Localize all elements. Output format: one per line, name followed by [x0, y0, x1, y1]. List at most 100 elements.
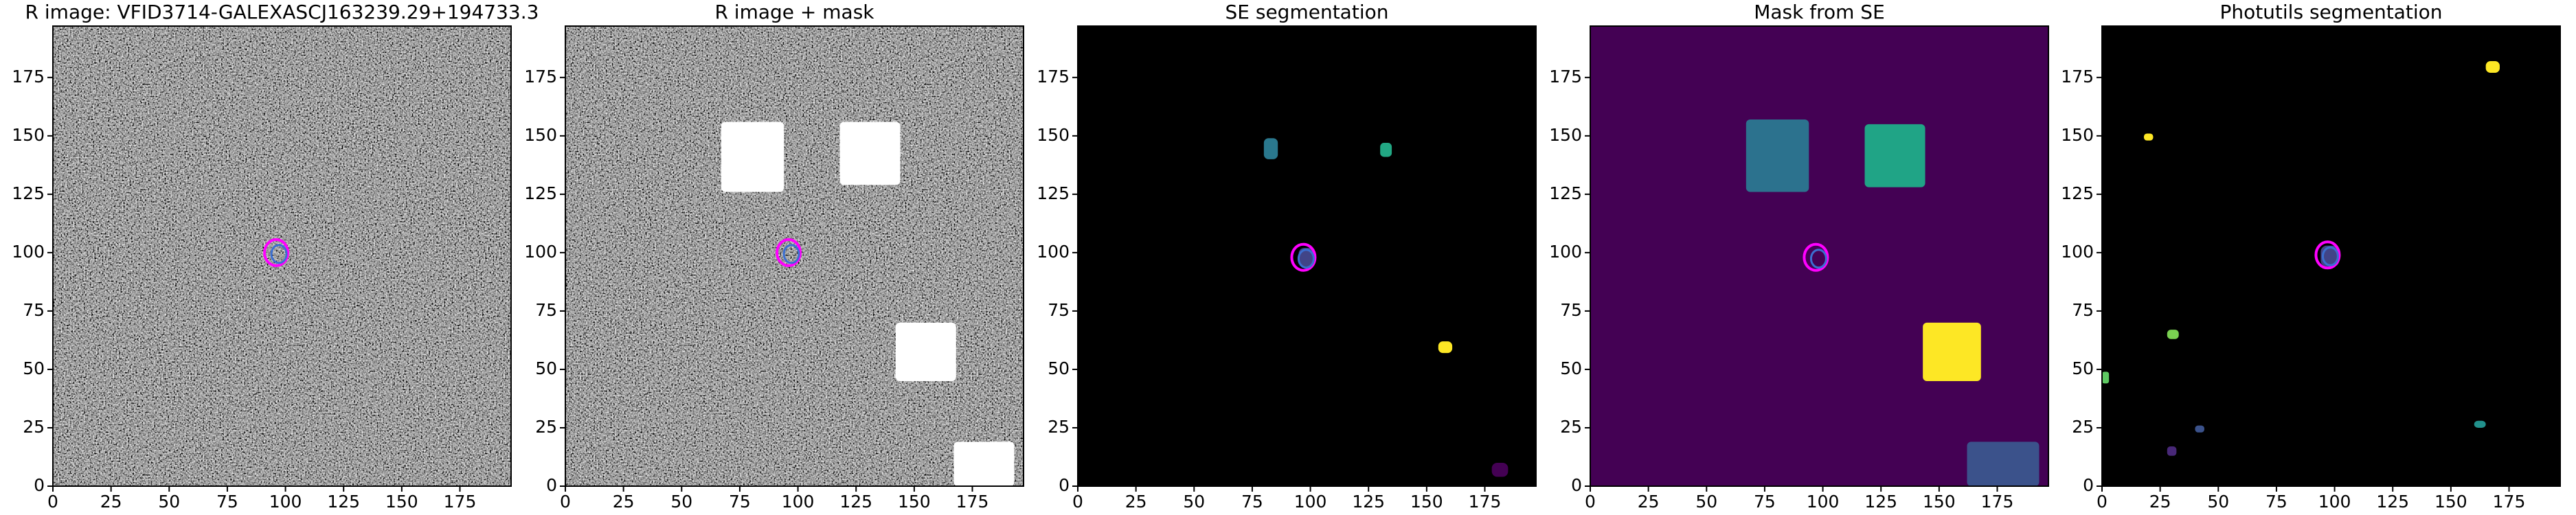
y-tick-label: 0 [34, 475, 45, 495]
region [2167, 330, 2179, 339]
y-tick-label: 25 [2072, 417, 2094, 437]
x-tick-label: 75 [1754, 492, 1776, 512]
marker-outer [1290, 242, 1317, 272]
x-tick-label: 150 [898, 492, 931, 512]
y-tick-label: 50 [2072, 358, 2094, 378]
marker-inner [2321, 246, 2339, 266]
y-tick-label: 125 [2061, 183, 2094, 203]
panel: 0 25 50 75 100 125 150 175 0 25 50 75 100 125 150 175 Ma… [1549, 1, 2049, 512]
axes-frame [2101, 25, 2561, 487]
y-tick-label: 25 [23, 417, 45, 437]
x-tick-label: 150 [2434, 492, 2467, 512]
x-tick-label: 100 [269, 492, 302, 512]
y-tick-label: 150 [1037, 125, 1070, 145]
x-tick-label: 175 [2493, 492, 2526, 512]
image-background [1590, 26, 2048, 486]
y-tick-label: 150 [1549, 125, 1582, 145]
region [1864, 124, 1925, 187]
y-tick-label: 75 [2072, 300, 2094, 320]
x-tick-label: 125 [327, 492, 360, 512]
region [1263, 138, 1278, 159]
y-tick-label: 0 [1059, 475, 1070, 495]
x-tick-label: 50 [1183, 492, 1205, 512]
image-area [1590, 26, 2048, 486]
panel-title: Mask from SE [1754, 1, 1885, 23]
image-area [565, 26, 1024, 486]
y-tick-label: 25 [1560, 417, 1582, 437]
x-tick-label: 0 [47, 492, 58, 512]
region [1923, 322, 1981, 381]
x-tick-label: 125 [839, 492, 872, 512]
x-tick-label: 50 [158, 492, 180, 512]
marker-inner [1809, 249, 1827, 269]
x-tick-label: 125 [2376, 492, 2409, 512]
x-tick-label: 0 [2097, 492, 2108, 512]
marker-inner [270, 244, 288, 264]
region [1491, 462, 1509, 477]
y-tick-label: 125 [12, 183, 45, 203]
marker-inner [1297, 249, 1315, 269]
region [2102, 371, 2110, 384]
panel: 0 25 50 75 100 125 150 175 0 25 50 75 100 125 150 175 R … [12, 1, 539, 512]
x-tick-label: 0 [560, 492, 571, 512]
x-tick-label: 100 [2318, 492, 2351, 512]
y-tick-label: 25 [1048, 417, 1070, 437]
region [839, 122, 901, 185]
x-tick-label: 75 [1241, 492, 1263, 512]
x-tick-label: 150 [385, 492, 418, 512]
x-tick-label: 25 [2149, 492, 2171, 512]
x-tick-label: 150 [1923, 492, 1956, 512]
x-tick-label: 150 [1410, 492, 1443, 512]
x-tick-label: 100 [1807, 492, 1840, 512]
marker-outer [263, 238, 290, 267]
y-tick-label: 175 [12, 67, 45, 87]
panel-title: R image: VFID3714-GALEXASCJ163239.29+194… [25, 1, 539, 23]
panel-title: R image + mask [714, 1, 874, 23]
x-tick-label: 175 [1469, 492, 1502, 512]
y-tick-label: 100 [2061, 242, 2094, 262]
x-tick-label: 125 [1352, 492, 1385, 512]
y-tick-label: 75 [535, 300, 557, 320]
x-tick-label: 50 [670, 492, 692, 512]
y-tick-label: 50 [1560, 358, 1582, 378]
y-tick-label: 125 [1037, 183, 1070, 203]
marker-inner [782, 244, 800, 264]
panel: 0 25 50 75 100 125 150 175 0 25 50 75 100 125 150 175 R … [524, 1, 1024, 512]
region [2143, 133, 2154, 141]
y-tick-label: 125 [524, 183, 557, 203]
y-tick-label: 150 [524, 125, 557, 145]
y-tick-label: 125 [1549, 183, 1582, 203]
x-tick-label: 0 [1072, 492, 1083, 512]
region [721, 122, 784, 192]
region [1967, 442, 2040, 486]
y-tick-label: 175 [1549, 67, 1582, 87]
y-tick-label: 150 [2061, 125, 2094, 145]
y-tick-label: 75 [1560, 300, 1582, 320]
x-tick-label: 75 [729, 492, 751, 512]
image-area [53, 26, 511, 486]
region [1380, 143, 1392, 157]
x-tick-label: 25 [1638, 492, 1660, 512]
axes-frame [565, 25, 1024, 487]
y-tick-label: 0 [2083, 475, 2094, 495]
y-tick-label: 0 [1571, 475, 1582, 495]
x-tick-label: 125 [1864, 492, 1897, 512]
region [895, 322, 956, 381]
y-tick-label: 150 [12, 125, 45, 145]
axes-frame [1590, 25, 2049, 487]
y-tick-label: 175 [1037, 67, 1070, 87]
x-tick-label: 50 [2207, 492, 2229, 512]
panel: 0 25 50 75 100 125 150 175 0 25 50 75 100 125 150 175 Ph… [2061, 1, 2561, 512]
y-tick-label: 75 [1048, 300, 1070, 320]
y-tick-label: 0 [546, 475, 557, 495]
x-tick-label: 175 [1981, 492, 2014, 512]
x-tick-label: 25 [1125, 492, 1147, 512]
image-area [1078, 26, 1536, 486]
x-tick-label: 100 [1294, 492, 1327, 512]
marker-outer [776, 238, 802, 267]
y-tick-label: 50 [1048, 358, 1070, 378]
x-tick-label: 0 [1585, 492, 1596, 512]
panel: 0 25 50 75 100 125 150 175 0 25 50 75 100 125 150 175 SE… [1037, 1, 1537, 512]
region [2195, 425, 2204, 433]
axes-frame [52, 25, 512, 487]
